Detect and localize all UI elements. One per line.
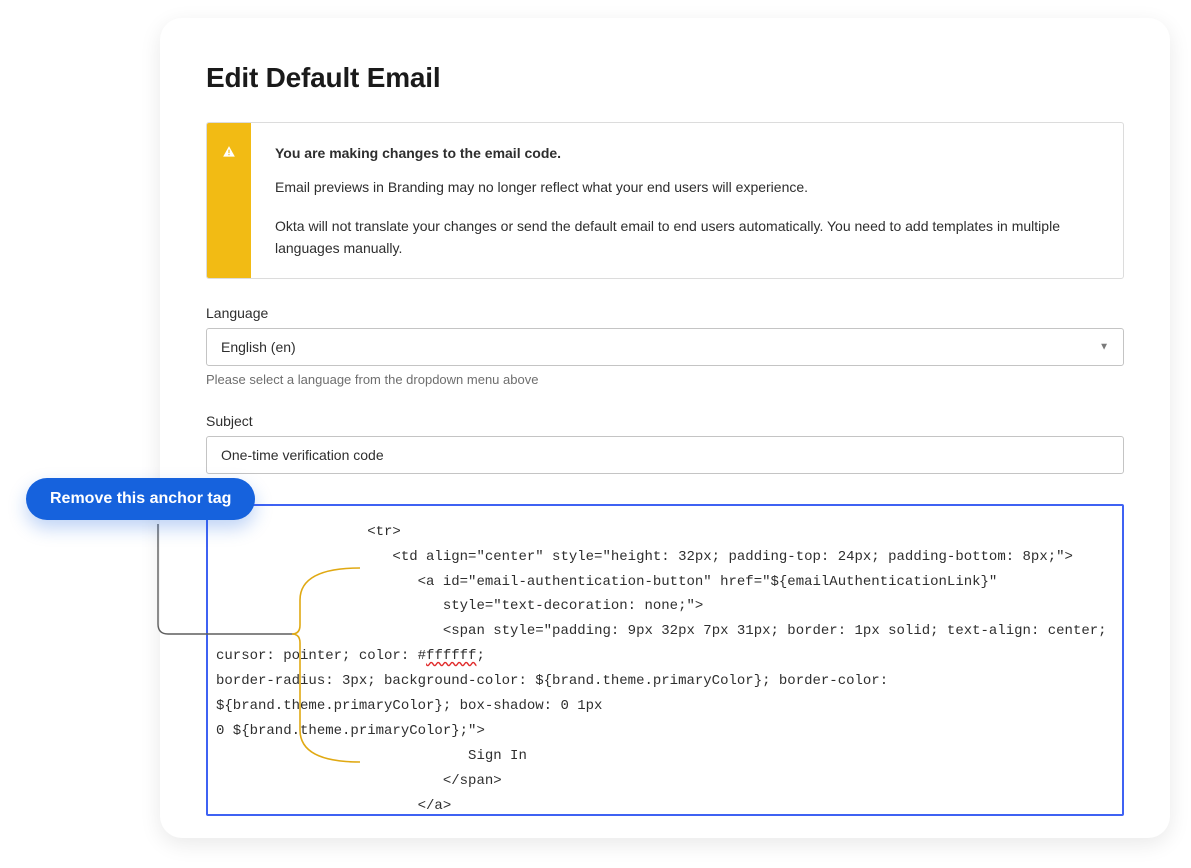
warning-banner: You are making changes to the email code…	[206, 122, 1124, 279]
code-line: Sign In	[216, 744, 1114, 769]
warning-icon	[222, 145, 236, 164]
language-label: Language	[206, 305, 1124, 321]
callout-text: Remove this anchor tag	[50, 490, 231, 507]
language-select-wrap: English (en) ▼	[206, 328, 1124, 366]
subject-label: Subject	[206, 413, 1124, 429]
page-title: Edit Default Email	[206, 62, 1124, 94]
code-line: <a id="email-authentication-button" href…	[216, 570, 1114, 595]
spellcheck-squiggle: ffffff	[426, 648, 476, 664]
chevron-down-icon: ▼	[1099, 341, 1109, 352]
language-helper: Please select a language from the dropdo…	[206, 372, 1124, 387]
language-select[interactable]: English (en) ▼	[206, 328, 1124, 366]
warning-line-1: Email previews in Branding may no longer…	[275, 177, 1099, 199]
callout-remove-anchor: Remove this anchor tag	[26, 478, 255, 520]
warning-title: You are making changes to the email code…	[275, 143, 1099, 165]
code-line: </span>	[216, 769, 1114, 794]
warning-body: You are making changes to the email code…	[251, 123, 1123, 278]
code-line: <td align="center" style="height: 32px; …	[216, 545, 1114, 570]
code-line: </a>	[216, 794, 1114, 816]
code-editor[interactable]: <tr> <td align="center" style="height: 3…	[206, 504, 1124, 816]
warning-line-2: Okta will not translate your changes or …	[275, 216, 1099, 259]
code-line: style="text-decoration: none;">	[216, 594, 1114, 619]
code-line: <tr>	[216, 520, 1114, 545]
language-selected-value: English (en)	[221, 339, 296, 355]
warning-stripe	[207, 123, 251, 278]
code-line: <span style="padding: 9px 32px 7px 31px;…	[216, 619, 1114, 744]
edit-email-card: Edit Default Email You are making change…	[160, 18, 1170, 838]
subject-input[interactable]	[206, 436, 1124, 474]
